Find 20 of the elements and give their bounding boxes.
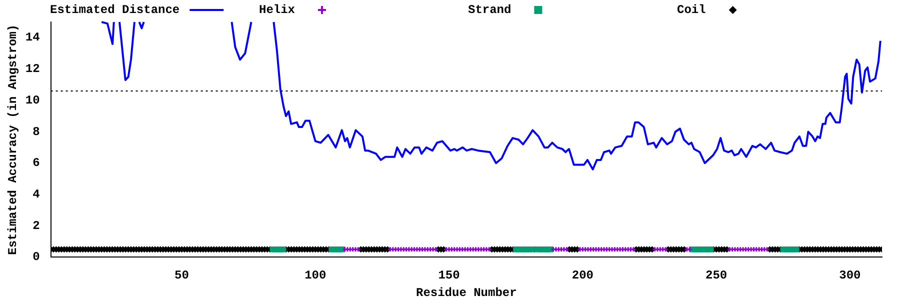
y-tick-label: 0 [32, 250, 40, 264]
x-tick-label: 250 [705, 268, 728, 282]
y-tick-label: 2 [32, 218, 40, 233]
x-tick-label: 50 [174, 268, 189, 282]
y-tick-label: 8 [32, 124, 40, 139]
y-tick-label: 10 [25, 93, 40, 108]
y-tick-label: 6 [32, 156, 40, 170]
legend-label: Estimated Distance [50, 3, 180, 18]
x-tick-label: 300 [839, 268, 861, 282]
y-tick-label: 14 [25, 30, 40, 45]
y-tick-label: 12 [25, 62, 40, 76]
y-axis-title: Estimated Accuracy (in Angstrom) [6, 24, 20, 255]
x-tick-label: 100 [304, 268, 326, 282]
legend-label: Helix [259, 3, 296, 18]
y-tick-label: 4 [32, 187, 40, 202]
x-tick-label: 200 [572, 268, 594, 282]
x-axis-title: Residue Number [416, 286, 517, 300]
legend-label: Coil [677, 3, 706, 18]
legend-label: Strand [468, 3, 512, 18]
x-tick-label: 150 [438, 268, 460, 282]
